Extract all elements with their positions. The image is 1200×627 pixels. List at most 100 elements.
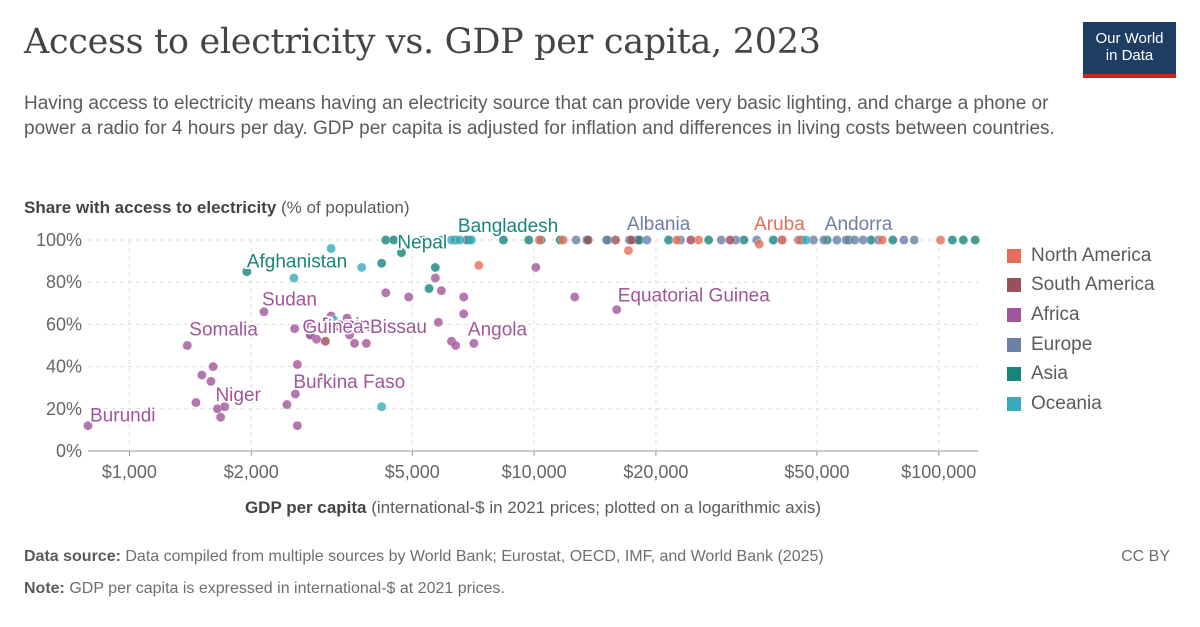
legend-item[interactable]: Asia xyxy=(1007,359,1155,389)
legend-label: Asia xyxy=(1031,363,1068,385)
legend-item[interactable]: Europe xyxy=(1007,330,1155,360)
data-point xyxy=(663,235,674,245)
x-tick-label: $1,000 xyxy=(102,462,157,482)
data-point xyxy=(242,266,252,277)
data-point xyxy=(626,235,637,245)
legend-swatch xyxy=(1007,396,1021,411)
y-tick-label: 100% xyxy=(36,230,82,250)
data-point xyxy=(935,235,946,245)
data-point xyxy=(344,330,355,340)
data-point xyxy=(469,338,479,349)
grid-lines xyxy=(88,239,978,456)
data-point xyxy=(558,235,568,245)
data-point xyxy=(311,334,322,344)
data-point xyxy=(317,372,328,382)
data-point xyxy=(571,235,581,245)
y-tick-label: 40% xyxy=(46,357,82,377)
data-point xyxy=(215,412,226,422)
data-point xyxy=(970,235,980,245)
logo-line-1: Our World xyxy=(1095,30,1164,47)
point-label: Guinea-Bissau xyxy=(302,317,427,338)
data-point xyxy=(290,389,301,399)
data-point xyxy=(83,420,93,431)
y-tick-label: 0% xyxy=(56,441,82,461)
legend-swatch xyxy=(1007,337,1021,352)
x-axis-label-unit: (international-$ in 2021 prices; plotted… xyxy=(366,498,822,517)
data-point xyxy=(947,235,958,245)
source-label: Data source: xyxy=(24,548,121,565)
point-label: Bangladesh xyxy=(458,216,558,237)
point-label: Afghanistan xyxy=(247,252,347,273)
data-point xyxy=(601,235,612,245)
point-label: Aruba xyxy=(754,214,805,235)
data-point xyxy=(349,338,360,349)
legend-swatch xyxy=(1007,248,1021,263)
data-point xyxy=(458,309,469,319)
data-point xyxy=(754,239,764,249)
data-point xyxy=(289,273,299,283)
data-source: Data source: Data compiled from multiple… xyxy=(24,548,824,566)
point-label: Benin xyxy=(322,315,371,336)
data-point xyxy=(342,313,352,323)
data-point xyxy=(381,235,391,245)
data-points xyxy=(83,235,980,431)
data-point xyxy=(282,399,292,410)
data-point xyxy=(450,340,461,351)
note-label: Note: xyxy=(24,580,65,597)
data-point xyxy=(611,304,622,315)
owid-logo[interactable]: Our World in Data xyxy=(1083,22,1176,78)
data-point xyxy=(642,235,652,245)
data-point xyxy=(430,262,441,273)
data-point xyxy=(389,235,399,245)
data-point xyxy=(197,370,207,380)
point-label: Andorra xyxy=(825,214,893,235)
license-link[interactable]: CC BY xyxy=(1121,548,1170,565)
data-point xyxy=(768,235,779,245)
x-axis-label: GDP per capita (international-$ in 2021 … xyxy=(0,498,1066,518)
data-point xyxy=(739,235,749,245)
data-point xyxy=(430,273,441,283)
data-point xyxy=(610,235,621,245)
data-point xyxy=(302,319,312,330)
legend-label: Oceania xyxy=(1031,392,1102,414)
data-point xyxy=(899,235,909,245)
data-point xyxy=(686,235,696,245)
x-tick-label: $50,000 xyxy=(784,462,849,482)
legend-item[interactable]: Oceania xyxy=(1007,389,1155,419)
legend-label: South America xyxy=(1031,274,1155,296)
data-point xyxy=(208,361,218,372)
legend-swatch xyxy=(1007,367,1021,382)
data-point xyxy=(777,235,787,245)
data-point xyxy=(832,235,842,245)
legend-label: Africa xyxy=(1031,303,1080,325)
data-point xyxy=(436,235,447,245)
data-point xyxy=(354,323,365,334)
data-point xyxy=(381,287,391,298)
data-point xyxy=(819,235,829,245)
chart-title: Access to electricity vs. GDP per capita… xyxy=(24,22,821,62)
note: Note: GDP per capita is expressed in int… xyxy=(24,580,505,598)
legend-label: North America xyxy=(1031,244,1152,266)
y-axis-label: Share with access to electricity (% of p… xyxy=(24,198,410,218)
legend-swatch xyxy=(1007,278,1021,293)
data-point xyxy=(326,243,336,254)
legend-item[interactable]: North America xyxy=(1007,241,1155,271)
data-point xyxy=(417,235,428,245)
data-point xyxy=(801,235,811,245)
legend-label: Europe xyxy=(1031,333,1093,355)
legend-item[interactable]: Africa xyxy=(1007,300,1155,330)
data-point xyxy=(376,401,387,412)
y-tick-label: 20% xyxy=(46,399,82,419)
chart-subtitle: Having access to electricity means havin… xyxy=(24,93,1055,139)
x-axis-label-bold: GDP per capita xyxy=(244,498,367,517)
point-label: Niger xyxy=(215,385,261,406)
data-point xyxy=(569,292,580,302)
data-point xyxy=(436,285,447,296)
data-point xyxy=(466,235,477,245)
data-point xyxy=(182,340,193,351)
data-point xyxy=(361,338,372,349)
data-point xyxy=(376,258,387,268)
legend-item[interactable]: South America xyxy=(1007,271,1155,301)
data-point xyxy=(858,235,868,245)
